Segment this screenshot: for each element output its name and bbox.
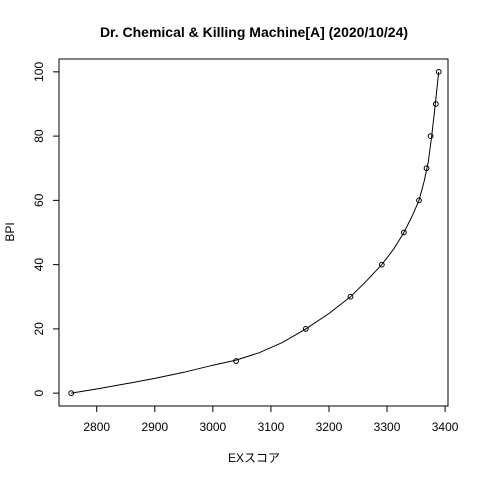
y-tick-label: 0: [32, 389, 46, 396]
data-points: [68, 68, 442, 397]
x-axis: 2800 2900 3000 3100 3200 3300 3400: [83, 406, 459, 434]
y-tick-label: 100: [32, 62, 46, 82]
y-tick-label: 60: [32, 193, 46, 207]
data-point: [302, 325, 309, 332]
y-tick-label: 80: [32, 129, 46, 143]
data-point: [427, 133, 434, 140]
data-point: [68, 390, 75, 397]
x-tick-label: 3100: [258, 420, 285, 434]
x-tick-label: 2800: [83, 420, 110, 434]
chart-title: Dr. Chemical & Killing Machine[A] (2020/…: [100, 24, 408, 40]
x-tick-label: 3400: [432, 420, 459, 434]
y-tick-label: 40: [32, 258, 46, 272]
x-tick-label: 3200: [316, 420, 343, 434]
y-axis: 0 20 40 60 80 100: [32, 62, 59, 396]
data-point: [347, 293, 354, 300]
data-point: [400, 229, 407, 236]
data-point: [233, 358, 239, 364]
fit-curve: [71, 71, 440, 394]
data-point: [378, 261, 385, 268]
y-axis-label: BPI: [3, 222, 17, 241]
data-point: [435, 68, 442, 75]
y-tick-label: 20: [32, 322, 46, 336]
data-point: [423, 165, 430, 172]
x-tick-label: 2900: [141, 420, 168, 434]
x-axis-label: EXスコア: [228, 451, 280, 465]
x-tick-label: 3300: [374, 420, 401, 434]
x-tick-label: 3000: [200, 420, 227, 434]
data-point: [416, 197, 422, 204]
data-point: [432, 101, 439, 107]
plot-frame: [58, 58, 449, 407]
